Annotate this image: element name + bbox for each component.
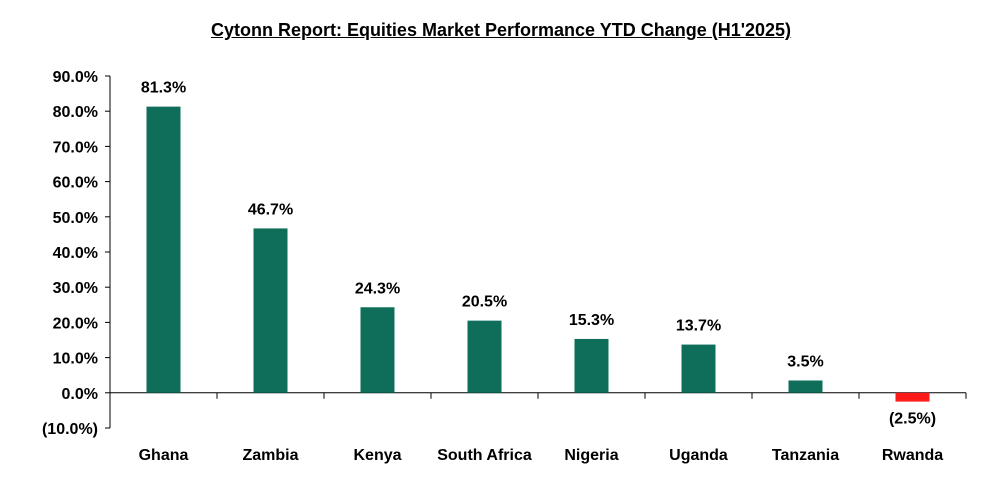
data-label: 13.7% [676, 318, 721, 335]
data-label: 3.5% [787, 353, 823, 370]
bar [681, 344, 716, 393]
x-axis [109, 392, 967, 399]
y-tick-label: 90.0% [53, 69, 98, 86]
data-label: 15.3% [569, 312, 614, 329]
data-labels: 81.3% 46.7% 24.3% 20.5% 15.3% 13.7% 3.5% (2.5%) [141, 80, 936, 428]
bar [895, 392, 930, 402]
y-axis: 90.0% 80.0% 70.0% 60.0% 50.0% 40.0% 30.0% 20.0%… [42, 69, 111, 438]
category-label: Ghana [139, 447, 189, 464]
y-tick-label: 60.0% [53, 175, 98, 192]
data-label: (2.5%) [889, 411, 936, 428]
bar [253, 228, 288, 393]
y-tick-label: (10.0%) [42, 421, 98, 438]
data-label: 24.3% [355, 280, 400, 297]
bar [467, 320, 502, 393]
y-tick-label: 80.0% [53, 104, 98, 121]
y-tick-label: 40.0% [53, 245, 98, 262]
category-label: Uganda [669, 447, 728, 464]
category-label: Zambia [242, 447, 298, 464]
data-label: 20.5% [462, 294, 507, 311]
bar [360, 307, 395, 393]
data-label: 46.7% [248, 201, 293, 218]
bar [788, 380, 823, 393]
category-label: South Africa [437, 447, 532, 464]
y-tick-label: 20.0% [53, 315, 98, 332]
category-label: Nigeria [564, 447, 618, 464]
data-label: 81.3% [141, 80, 186, 97]
bars [146, 106, 930, 402]
bar [146, 106, 181, 393]
bar [574, 338, 609, 393]
category-label: Tanzania [772, 447, 839, 464]
chart-title: Cytonn Report: Equities Market Performan… [210, 20, 792, 40]
y-tick-label: 50.0% [53, 210, 98, 227]
category-labels: Ghana Zambia Kenya South Africa Nigeria Ugand… [139, 447, 944, 464]
category-label: Kenya [353, 447, 401, 464]
y-tick-label: 10.0% [53, 351, 98, 368]
y-tick-label: 0.0% [62, 386, 98, 403]
y-tick-label: 30.0% [53, 280, 98, 297]
y-tick-label: 70.0% [53, 139, 98, 156]
category-label: Rwanda [882, 447, 943, 464]
